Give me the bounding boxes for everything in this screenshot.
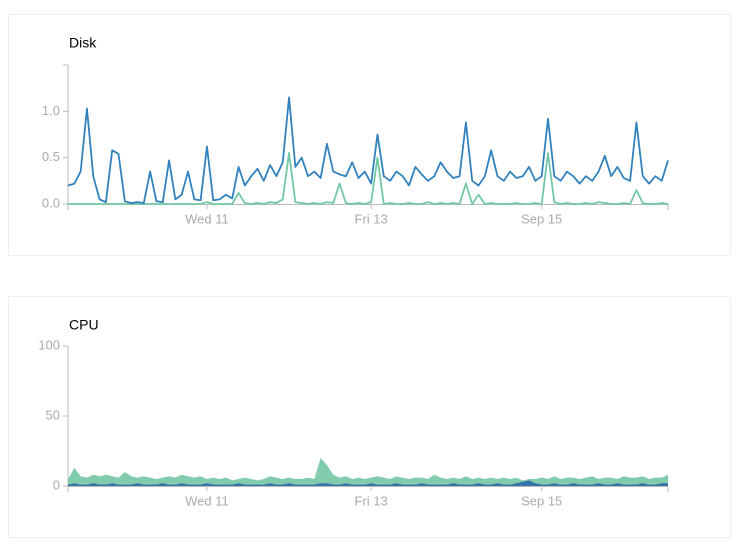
chart-title: CPU [69,317,99,333]
x-tick-label: Wed 11 [185,493,229,508]
y-tick-label: 50 [46,407,60,422]
x-tick-label: Fri 13 [355,211,388,226]
y-tick-label: 1.0 [42,103,60,118]
disk-panel [8,14,731,256]
x-tick-label: Wed 11 [185,211,229,226]
y-tick-label: 0.0 [42,195,60,210]
x-tick-label: Sep 15 [521,493,562,508]
y-tick-label: 100 [38,337,60,352]
series-line [67,96,669,204]
y-tick-label: 0 [53,477,60,492]
series-area [68,458,668,486]
cpu-panel [8,296,731,538]
x-tick-label: Sep 15 [521,211,562,226]
x-tick-label: Fri 13 [355,493,388,508]
series-line [68,152,669,205]
y-tick-label: 0.5 [42,149,60,164]
series-area [68,480,668,486]
chart-title: Disk [69,35,97,51]
